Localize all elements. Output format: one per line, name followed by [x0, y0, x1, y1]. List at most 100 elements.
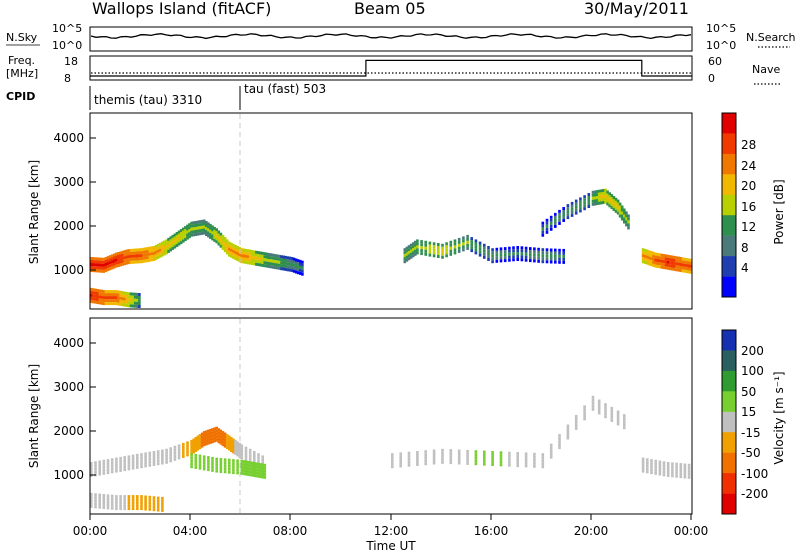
velocity-cell-222	[232, 444, 235, 448]
power-cell-714	[457, 249, 461, 253]
power-cell-1090	[683, 257, 687, 261]
power-cell-425	[267, 253, 271, 256]
velocity-cell-85	[161, 449, 164, 453]
power-cell-567	[113, 296, 116, 300]
power-cell-755	[495, 247, 499, 251]
power-cell-422	[265, 258, 269, 262]
power-cell-877	[570, 207, 574, 211]
power-cell-747	[487, 252, 490, 255]
power-cell-1093	[683, 266, 687, 270]
power-cell-1072	[675, 262, 678, 266]
power-cell-471	[286, 259, 290, 263]
power-cell-124	[140, 260, 143, 264]
velocity-cell-511	[441, 451, 444, 455]
power-cell-773	[508, 255, 511, 259]
power-cell-210	[177, 230, 181, 234]
velocity-cell-295	[211, 456, 214, 460]
power-cell-976	[623, 211, 626, 215]
power-cell-603	[127, 301, 131, 305]
power-cell-222	[182, 233, 185, 237]
power-cell-308	[217, 239, 221, 243]
power-cell-571	[115, 293, 118, 297]
velocity-cell-533	[474, 459, 478, 463]
velocity-cell-643	[650, 468, 653, 472]
power-cell-835	[562, 248, 565, 252]
power-cell-426	[267, 256, 271, 259]
power-cell-417	[263, 258, 267, 262]
velocity-cell-249	[244, 458, 248, 462]
power-cell-754	[491, 260, 494, 264]
power-cell-568	[113, 299, 116, 303]
velocity-cell-325	[236, 459, 239, 463]
power-cell-52	[110, 260, 114, 264]
power-cell-498	[296, 268, 300, 272]
power-cell-792	[524, 252, 528, 256]
velocity-cell-548	[499, 460, 503, 464]
power-cell-828	[554, 257, 557, 261]
power-cell-611	[131, 295, 135, 299]
power-cell-318	[221, 243, 225, 247]
power-cell-68	[117, 261, 120, 264]
power-cell-558	[108, 299, 112, 303]
velocity-cell-481	[391, 456, 394, 460]
power-cell-896	[587, 196, 591, 199]
velocity-cell-94	[165, 460, 168, 464]
velocity-cell-554	[508, 463, 511, 467]
velocity-cell-376	[259, 466, 262, 470]
velocity-cell-684	[683, 475, 687, 479]
power-cell-683	[432, 251, 436, 255]
velocity-cell-114	[182, 454, 185, 458]
power-cell-524	[94, 300, 97, 304]
velocity-cell-204	[223, 444, 227, 448]
power-cell-956	[614, 200, 618, 204]
power-cell-967	[618, 208, 622, 212]
velocity-cell-617	[610, 412, 614, 416]
power-cell-765	[503, 247, 507, 251]
power-cell-429	[267, 265, 271, 268]
power-cell-189	[167, 249, 170, 253]
power-cell-858	[554, 221, 557, 225]
velocity-cell-35	[119, 456, 122, 460]
power-cell-221	[182, 230, 185, 234]
power-cell-878	[570, 210, 574, 214]
power-cell-721	[466, 237, 469, 241]
power-cell-662	[416, 245, 419, 249]
velocity-cell-133	[194, 446, 198, 449]
power-cell-42	[106, 262, 110, 266]
power-cell-106	[133, 251, 137, 255]
power-cell-784	[516, 258, 519, 261]
power-cell-907	[593, 196, 597, 200]
velocity-cell-519	[449, 461, 453, 465]
power-y-tick-label-1000: 1000	[53, 263, 84, 277]
velocity-cell-421	[115, 498, 118, 502]
velocity-cell-581	[558, 437, 561, 441]
velocity-cell-22	[106, 465, 110, 469]
power-cell-1025	[656, 253, 660, 256]
velocity-cell-456	[144, 498, 147, 502]
velocity-cell-622	[616, 416, 620, 420]
power-cell-1068	[673, 264, 676, 268]
velocity-cell-86	[161, 452, 164, 456]
power-cell-617	[133, 298, 137, 302]
power-cell-870	[566, 204, 570, 208]
power-cell-370	[244, 248, 248, 252]
power-cell-183	[165, 248, 168, 252]
power-cell-543	[102, 299, 106, 303]
power-cell-676	[428, 244, 432, 248]
velocity-cell-210	[228, 435, 231, 439]
velocity-cell-216	[230, 440, 233, 443]
velocity-cell-638	[646, 467, 649, 471]
velocity-cell-544	[491, 463, 494, 466]
nsearch-tick-high: 10^5	[706, 22, 736, 35]
power-cell-383	[248, 258, 252, 262]
velocity-cell-270	[190, 453, 193, 457]
power-cell-1069	[673, 267, 676, 271]
velocity-cell-327	[236, 465, 239, 469]
power-cell-910	[595, 190, 599, 194]
velocity-cell-360	[253, 462, 256, 465]
velocity-cell-180	[215, 426, 218, 430]
velocity-cell-516	[449, 452, 453, 456]
velocity-cell-32	[115, 463, 118, 467]
velocity-cell-326	[236, 462, 239, 466]
power-cell-935	[606, 190, 609, 194]
